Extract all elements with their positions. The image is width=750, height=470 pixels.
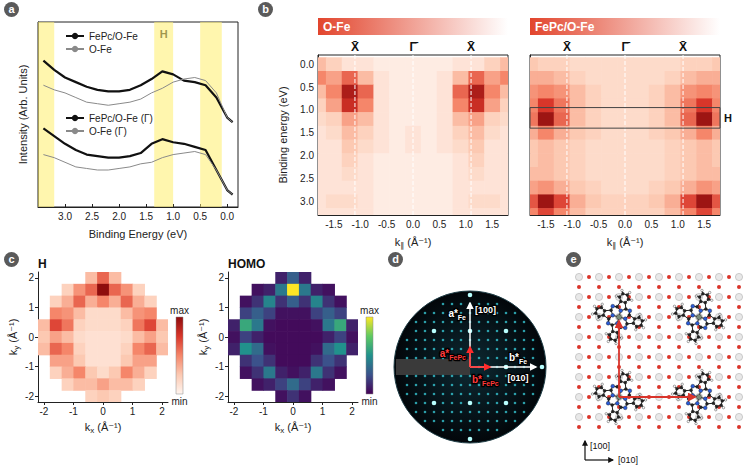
svg-text:a*FePc: a*FePc: [440, 348, 466, 361]
svg-text:3.0: 3.0: [58, 211, 72, 222]
svg-text:X̄: X̄: [351, 40, 359, 54]
svg-text:1: 1: [320, 406, 326, 417]
svg-text:1.5: 1.5: [139, 211, 153, 222]
svg-text:1: 1: [218, 302, 224, 313]
svg-text:1.5: 1.5: [697, 219, 711, 230]
svg-text:0.5: 0.5: [193, 211, 207, 222]
html-text:k∥: k∥: [394, 236, 405, 250]
svg-text:O-Fe: O-Fe: [323, 20, 351, 34]
svg-text:2: 2: [159, 406, 165, 417]
svg-text:-1.0: -1.0: [352, 219, 370, 230]
svg-text:min: min: [361, 396, 377, 407]
svg-text:1.0: 1.0: [671, 219, 685, 230]
html-text:k∥: k∥: [606, 236, 617, 250]
svg-text:b*Fe: b*Fe: [509, 352, 527, 365]
svg-text:FePc/O-Fe: FePc/O-Fe: [535, 20, 595, 34]
svg-text:-1: -1: [259, 406, 268, 417]
svg-text:0: 0: [290, 406, 296, 417]
svg-text:0: 0: [28, 332, 34, 343]
svg-text:0.0: 0.0: [220, 211, 234, 222]
svg-text:k: k: [197, 349, 209, 356]
svg-text:1.0: 1.0: [300, 104, 314, 115]
svg-text:0: 0: [218, 332, 224, 343]
svg-text:min: min: [171, 396, 187, 407]
svg-text:Γ̄: Γ̄: [409, 40, 418, 54]
svg-text:1: 1: [28, 302, 34, 313]
svg-text:(Å⁻¹): (Å⁻¹): [404, 236, 431, 248]
svg-text:0.5: 0.5: [432, 219, 446, 230]
svg-text:Binding Energy (eV): Binding Energy (eV): [89, 228, 187, 240]
svg-text:O-Fe: O-Fe: [89, 44, 112, 55]
svg-text:H: H: [724, 112, 732, 124]
svg-text:-2: -2: [229, 406, 238, 417]
svg-text:(Å⁻¹): (Å⁻¹): [616, 236, 643, 248]
svg-text:2.0: 2.0: [112, 211, 126, 222]
html-text:kx: kx: [84, 421, 95, 435]
svg-text:0.5: 0.5: [644, 219, 658, 230]
svg-text:-2: -2: [215, 391, 224, 402]
svg-text:2.0: 2.0: [300, 150, 314, 161]
svg-text:HOMO: HOMO: [228, 257, 265, 271]
svg-text:X̄: X̄: [467, 40, 475, 54]
svg-text:max: max: [170, 305, 189, 316]
svg-text:0.0: 0.0: [618, 219, 632, 230]
svg-text:k: k: [7, 349, 19, 356]
svg-text:-0.5: -0.5: [590, 219, 608, 230]
svg-text:[100]: [100]: [590, 441, 610, 451]
svg-text:1: 1: [130, 406, 136, 417]
svg-text:-2: -2: [39, 406, 48, 417]
svg-text:O-Fe (Γ): O-Fe (Γ): [89, 126, 127, 137]
svg-text:-1: -1: [69, 406, 78, 417]
svg-text:max: max: [360, 305, 379, 316]
html-text:d: d: [392, 253, 399, 265]
svg-text:(Å⁻¹): (Å⁻¹): [7, 319, 19, 346]
svg-text:-1.5: -1.5: [537, 219, 555, 230]
svg-text:-1: -1: [25, 361, 34, 372]
svg-text:Intensity (Arb. Units): Intensity (Arb. Units): [17, 65, 29, 165]
html-text:b: b: [262, 3, 269, 15]
svg-text:(Å⁻¹): (Å⁻¹): [94, 421, 121, 433]
html-text:c: c: [8, 253, 15, 265]
svg-text:X̄: X̄: [679, 40, 687, 54]
svg-text:2: 2: [218, 272, 224, 283]
svg-text:b*FePc: b*FePc: [472, 374, 499, 387]
svg-text:a*Fe: a*Fe: [448, 308, 466, 321]
html-text:e: e: [570, 253, 577, 265]
svg-text:Binding energy (eV): Binding energy (eV): [277, 86, 289, 183]
html-text:a: a: [8, 3, 15, 15]
svg-text:FePc/O-Fe (Γ): FePc/O-Fe (Γ): [89, 113, 153, 124]
svg-text:y: y: [201, 345, 211, 350]
svg-text:H: H: [38, 257, 47, 271]
svg-text:-1: -1: [215, 361, 224, 372]
svg-text:2: 2: [349, 406, 355, 417]
svg-text:0.0: 0.0: [406, 219, 420, 230]
svg-text:2: 2: [28, 272, 34, 283]
svg-text:-1.5: -1.5: [325, 219, 343, 230]
svg-text:0.5: 0.5: [300, 82, 314, 93]
svg-text:X̄: X̄: [563, 40, 571, 54]
svg-text:[010]: [010]: [507, 373, 528, 383]
svg-text:(Å⁻¹): (Å⁻¹): [197, 319, 209, 346]
svg-text:1.5: 1.5: [300, 127, 314, 138]
svg-text:2.5: 2.5: [85, 211, 99, 222]
svg-text:Γ̄: Γ̄: [621, 40, 630, 54]
svg-text:3.0: 3.0: [300, 196, 314, 207]
svg-text:FePc/O-Fe: FePc/O-Fe: [89, 31, 138, 42]
svg-text:-1.0: -1.0: [564, 219, 582, 230]
svg-text:[100]: [100]: [475, 305, 496, 315]
svg-text:-2: -2: [25, 391, 34, 402]
svg-text:y: y: [11, 345, 21, 350]
svg-text:0.0: 0.0: [300, 59, 314, 70]
svg-text:1.5: 1.5: [485, 219, 499, 230]
svg-text:[010]: [010]: [618, 455, 638, 465]
svg-text:-0.5: -0.5: [378, 219, 396, 230]
svg-text:2.5: 2.5: [300, 173, 314, 184]
html-text:kx: kx: [274, 421, 285, 435]
svg-text:1.0: 1.0: [166, 211, 180, 222]
svg-text:1.0: 1.0: [459, 219, 473, 230]
svg-text:(Å⁻¹): (Å⁻¹): [284, 421, 311, 433]
svg-text:0: 0: [100, 406, 106, 417]
